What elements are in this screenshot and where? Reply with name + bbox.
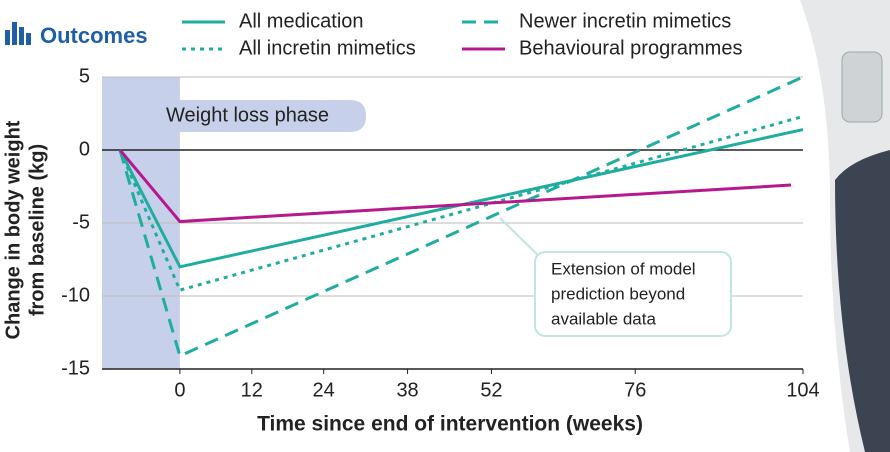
annotation: prediction beyond xyxy=(551,284,685,303)
x-tick-label: 52 xyxy=(480,379,502,401)
phase-label-box xyxy=(140,100,366,132)
y-tick-label: -15 xyxy=(61,357,90,379)
device-part xyxy=(841,51,883,123)
decoration xyxy=(800,0,890,452)
icon-bar xyxy=(5,30,10,45)
y-axis-label: from baseline (kg) xyxy=(26,144,48,316)
x-tick-label: 104 xyxy=(786,379,819,401)
legend-label: All incretin mimetics xyxy=(239,37,416,59)
y-tick-label: -10 xyxy=(61,284,90,306)
x-tick-label: 0 xyxy=(174,379,185,401)
annotation: available data xyxy=(551,309,656,328)
legend-title: Outcomes xyxy=(40,23,148,48)
legend-icon xyxy=(5,22,31,45)
device-part xyxy=(835,150,890,452)
x-tick-label: 24 xyxy=(313,379,335,401)
legend-label: All medication xyxy=(239,10,364,32)
icon-bar xyxy=(19,27,24,45)
y-tick-label: 0 xyxy=(79,138,90,160)
annotation: Extension of model xyxy=(551,259,696,278)
y-tick-label: 5 xyxy=(79,65,90,87)
y-tick-label: -5 xyxy=(72,211,90,233)
series-line xyxy=(118,75,804,358)
series-line xyxy=(118,128,804,269)
y-axis-label: Change in body weight xyxy=(2,120,24,339)
x-tick-label: 12 xyxy=(241,379,263,401)
callout-box xyxy=(534,251,732,337)
legend-label: Behavioural programmes xyxy=(519,37,742,59)
x-axis-label: Time since end of intervention (weeks) xyxy=(257,413,643,436)
icon-bar xyxy=(26,33,31,45)
x-tick-label: 38 xyxy=(396,379,418,401)
x-tick-label: 76 xyxy=(624,379,646,401)
legend-label: Newer incretin mimetics xyxy=(519,10,731,32)
annotation: Weight loss phase xyxy=(166,104,329,126)
series-line xyxy=(118,149,792,224)
icon-bar xyxy=(12,22,17,45)
